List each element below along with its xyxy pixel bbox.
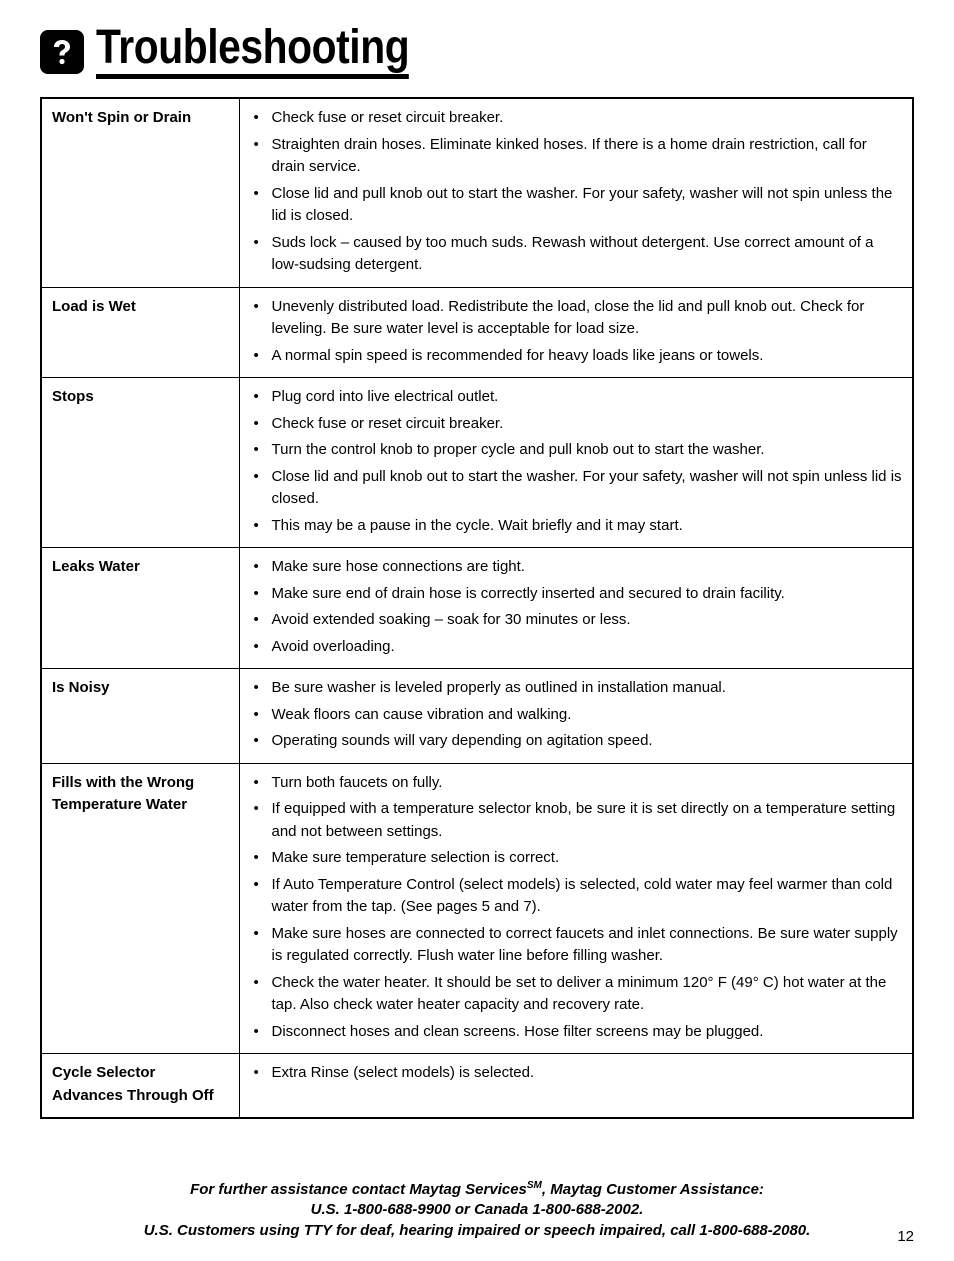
step-item: Avoid extended soaking – soak for 30 min… (268, 609, 903, 632)
step-item: Close lid and pull knob out to start the… (268, 183, 903, 228)
step-item: Be sure washer is leveled properly as ou… (268, 677, 903, 700)
steps-list: Plug cord into live electrical outlet. Ch… (250, 386, 903, 537)
page-number: 12 (897, 1228, 914, 1245)
issue-cell: Load is Wet (41, 287, 239, 378)
table-row: Won't Spin or DrainCheck fuse or reset c… (41, 98, 913, 287)
step-item: If equipped with a temperature selector … (268, 798, 903, 843)
issue-cell: Fills with the Wrong Temperature Water (41, 763, 239, 1054)
troubleshooting-table: Won't Spin or DrainCheck fuse or reset c… (40, 97, 914, 1119)
steps-cell: Unevenly distributed load. Redistribute … (239, 287, 913, 378)
step-item: Turn both faucets on fully. (268, 772, 903, 795)
step-item: If Auto Temperature Control (select mode… (268, 874, 903, 919)
step-item: Check fuse or reset circuit breaker. (268, 107, 903, 130)
assistance-footer: For further assistance contact Maytag Se… (40, 1179, 914, 1241)
table-body: Won't Spin or DrainCheck fuse or reset c… (41, 98, 913, 1118)
steps-cell: Plug cord into live electrical outlet. Ch… (239, 378, 913, 548)
step-item: Straighten drain hoses. Eliminate kinked… (268, 134, 903, 179)
page-header: Troubleshooting (40, 24, 914, 79)
title-wrap: Troubleshooting (96, 24, 464, 79)
step-item: A normal spin speed is recommended for h… (268, 345, 903, 368)
table-row: Cycle Selector Advances Through Off Extra… (41, 1054, 913, 1119)
step-item: Suds lock – caused by too much suds. Rew… (268, 232, 903, 277)
step-item: Extra Rinse (select models) is selected. (268, 1062, 903, 1085)
step-item: Turn the control knob to proper cycle an… (268, 439, 903, 462)
steps-list: Extra Rinse (select models) is selected. (250, 1062, 903, 1085)
step-item: Avoid overloading. (268, 636, 903, 659)
table-row: StopsPlug cord into live electrical outl… (41, 378, 913, 548)
step-item: Make sure temperature selection is corre… (268, 847, 903, 870)
footer-line1a: For further assistance contact Maytag Se… (190, 1181, 527, 1198)
issue-cell: Is Noisy (41, 669, 239, 764)
help-icon (40, 30, 84, 74)
step-item: Check the water heater. It should be set… (268, 972, 903, 1017)
steps-cell: Make sure hose connections are tight. Mak… (239, 548, 913, 669)
table-row: Fills with the Wrong Temperature WaterTu… (41, 763, 913, 1054)
step-item: Check fuse or reset circuit breaker. (268, 413, 903, 436)
question-mark-icon (46, 36, 78, 68)
steps-list: Be sure washer is leveled properly as ou… (250, 677, 903, 753)
steps-list: Turn both faucets on fully. If equipped w… (250, 772, 903, 1044)
steps-cell: Be sure washer is leveled properly as ou… (239, 669, 913, 764)
step-item: Close lid and pull knob out to start the… (268, 466, 903, 511)
step-item: Make sure hose connections are tight. (268, 556, 903, 579)
step-item: Make sure end of drain hose is correctly… (268, 583, 903, 606)
steps-cell: Extra Rinse (select models) is selected. (239, 1054, 913, 1119)
page-title: Troubleshooting (96, 24, 409, 79)
step-item: Operating sounds will vary depending on … (268, 730, 903, 753)
steps-cell: Check fuse or reset circuit breaker. Stra… (239, 98, 913, 287)
issue-cell: Won't Spin or Drain (41, 98, 239, 287)
footer-line2: U.S. 1-800-688-9900 or Canada 1-800-688-… (311, 1201, 644, 1218)
step-item: Disconnect hoses and clean screens. Hose… (268, 1021, 903, 1044)
step-item: Plug cord into live electrical outlet. (268, 386, 903, 409)
step-item: Unevenly distributed load. Redistribute … (268, 296, 903, 341)
step-item: Make sure hoses are connected to correct… (268, 923, 903, 968)
step-item: Weak floors can cause vibration and walk… (268, 704, 903, 727)
table-row: Load is Wet Unevenly distributed load. Re… (41, 287, 913, 378)
step-item: This may be a pause in the cycle. Wait b… (268, 515, 903, 538)
steps-cell: Turn both faucets on fully. If equipped w… (239, 763, 913, 1054)
steps-list: Make sure hose connections are tight. Mak… (250, 556, 903, 658)
footer-line3: U.S. Customers using TTY for deaf, heari… (144, 1222, 811, 1239)
table-row: Leaks WaterMake sure hose connections ar… (41, 548, 913, 669)
footer-sm: SM (527, 1180, 542, 1191)
steps-list: Check fuse or reset circuit breaker. Stra… (250, 107, 903, 277)
issue-cell: Leaks Water (41, 548, 239, 669)
issue-cell: Cycle Selector Advances Through Off (41, 1054, 239, 1119)
steps-list: Unevenly distributed load. Redistribute … (250, 296, 903, 368)
footer-line1b: , Maytag Customer Assistance: (542, 1181, 764, 1198)
table-row: Is Noisy Be sure washer is leveled proper… (41, 669, 913, 764)
issue-cell: Stops (41, 378, 239, 548)
